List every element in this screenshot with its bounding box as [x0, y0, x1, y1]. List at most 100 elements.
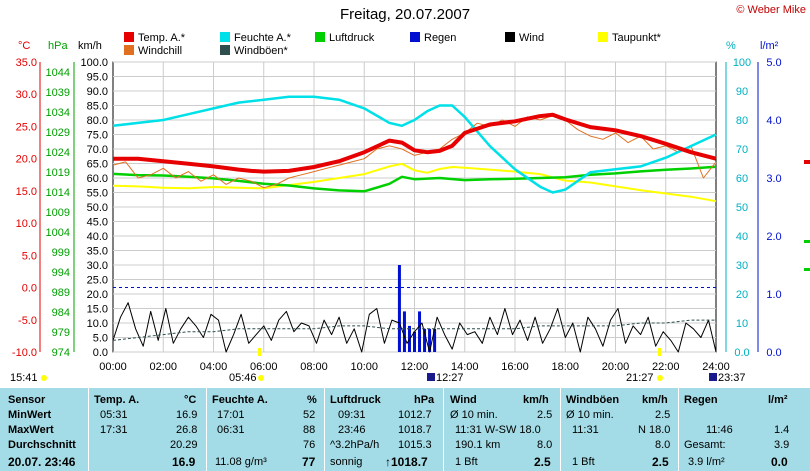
chart-svg: 100.095.090.085.080.075.070.065.060.055.… — [12, 57, 810, 381]
cell: 0.0 — [771, 455, 788, 469]
hdr-humidity-unit: % — [307, 394, 317, 406]
pressure-tick-label: 974 — [52, 347, 70, 359]
cell: 8.0 — [655, 439, 671, 451]
cell: 1015.3 — [398, 439, 432, 451]
x-tick-label: 22:00 — [652, 361, 680, 373]
rain-tick-label: 4.0 — [766, 115, 781, 127]
legend-item: Wind — [505, 32, 544, 45]
pressure-tick-label: 1004 — [46, 227, 70, 239]
temp-tick-label: 20.0 — [16, 154, 37, 166]
humidity-tick-label: 30 — [736, 260, 748, 272]
hdr-temp-unit: °C — [184, 394, 197, 406]
chart-title: Freitag, 20.07.2007 — [339, 6, 471, 23]
pressure-tick-label: 1034 — [46, 107, 70, 119]
rain-bar — [402, 311, 406, 352]
cell: 09:31 — [338, 409, 366, 421]
clipped-mark — [804, 268, 810, 271]
rain-tick-label: 3.0 — [766, 173, 781, 185]
wind-tick-label: 65.0 — [87, 159, 108, 171]
wind-tick-label: 45.0 — [87, 217, 108, 229]
legend-swatch — [410, 32, 420, 42]
cell: 190.1 km — [455, 439, 501, 451]
wind-tick-label: 25.0 — [87, 275, 108, 287]
rain-bar — [428, 328, 432, 352]
x-tick-label: 06:00 — [250, 361, 278, 373]
row-label: Durchschnitt — [8, 439, 76, 451]
temp-tick-label: 10.0 — [16, 218, 37, 230]
humidity-tick-label: 50 — [736, 202, 748, 214]
pressure-tick-label: 999 — [52, 247, 70, 259]
humidity-tick-label: 60 — [736, 173, 748, 185]
cell: 1 Bft — [455, 456, 478, 468]
hdr-pressure-unit: hPa — [414, 394, 435, 406]
cell: 11:31 — [572, 424, 599, 436]
legend-item: Windböen* — [220, 45, 288, 58]
hdr-humidity: Feuchte A. — [212, 394, 268, 406]
wind-tick-label: 40.0 — [87, 231, 108, 243]
cell: 1 Bft — [572, 456, 595, 468]
wind-tick-label: 90.0 — [87, 86, 108, 98]
windchill-line — [112, 115, 717, 189]
sunset-marker — [658, 348, 661, 356]
cell: 52 — [303, 409, 316, 421]
row-label: MaxWert — [8, 424, 54, 436]
pressure-tick-label: 989 — [52, 287, 70, 299]
wind-tick-label: 20.0 — [87, 289, 108, 301]
moon-icon — [709, 373, 717, 381]
temp-tick-label: 30.0 — [16, 89, 37, 101]
pressure-line — [112, 165, 717, 193]
hdr-rain-unit: l/m² — [768, 394, 788, 406]
x-tick-label: 10:00 — [350, 361, 378, 373]
cell: Ø 10 min. — [566, 409, 614, 421]
cell: ^3.2hPa/h — [330, 439, 380, 451]
legend-swatch — [315, 32, 325, 42]
wind-tick-label: 35.0 — [87, 246, 108, 258]
cell: 26.8 — [176, 424, 198, 436]
cell: 2.5 — [652, 455, 669, 469]
temperature-line — [113, 112, 717, 174]
cell: 88 — [303, 424, 316, 436]
x-tick-label: 02:00 — [149, 361, 177, 373]
pressure-tick-label: 1014 — [46, 187, 70, 199]
temp-tick-label: -5.0 — [18, 315, 37, 327]
table-divider — [560, 388, 561, 471]
rain-unit: l/m² — [760, 40, 779, 52]
wind-tick-label: 5.0 — [93, 333, 108, 345]
pressure-tick-label: 1024 — [46, 147, 70, 159]
row-label: 20.07. 23:46 — [8, 455, 76, 469]
cell: 3.9 l/m² — [688, 456, 725, 468]
marker-moonrise: 12:27 — [436, 372, 464, 384]
x-tick-label: 16:00 — [501, 361, 529, 373]
rain-bar — [423, 328, 427, 352]
cell: 16.9 — [172, 455, 196, 469]
legend-item: Feuchte A.* — [220, 32, 291, 45]
wind-tick-label: 55.0 — [87, 188, 108, 200]
legend-item: Regen — [410, 32, 456, 45]
wind-tick-label: 50.0 — [87, 202, 108, 214]
sun-icon — [258, 375, 264, 381]
humidity-tick-label: 20 — [736, 289, 748, 301]
rain-tick-label: 0.0 — [766, 347, 781, 359]
table-divider — [443, 388, 444, 471]
legend-item: Taupunkt* — [598, 32, 661, 45]
marker-sunrise: 05:46 — [229, 372, 257, 384]
marker-sunset: 21:27 — [626, 372, 654, 384]
table-divider — [678, 388, 679, 471]
legend-swatch — [124, 45, 134, 55]
wind-line — [112, 302, 717, 353]
pressure-tick-label: 994 — [52, 267, 70, 279]
cell: 77 — [302, 455, 316, 469]
temp-tick-label: 0.0 — [22, 283, 37, 295]
wind-tick-label: 85.0 — [87, 101, 108, 113]
cell: 05:31 — [100, 409, 128, 421]
marker-moonset: 23:37 — [718, 372, 746, 384]
temp-tick-label: 5.0 — [22, 250, 37, 262]
legend-swatch — [598, 32, 608, 42]
wind-tick-label: 100.0 — [80, 57, 108, 69]
humidity-tick-label: 10 — [736, 318, 748, 330]
x-tick-label: 12:00 — [401, 361, 429, 373]
cell: 11:31 W-SW 18.0 — [455, 424, 541, 436]
wind-tick-label: 95.0 — [87, 72, 108, 84]
x-tick-label: 08:00 — [300, 361, 328, 373]
cell: 1018.7 — [398, 424, 432, 436]
